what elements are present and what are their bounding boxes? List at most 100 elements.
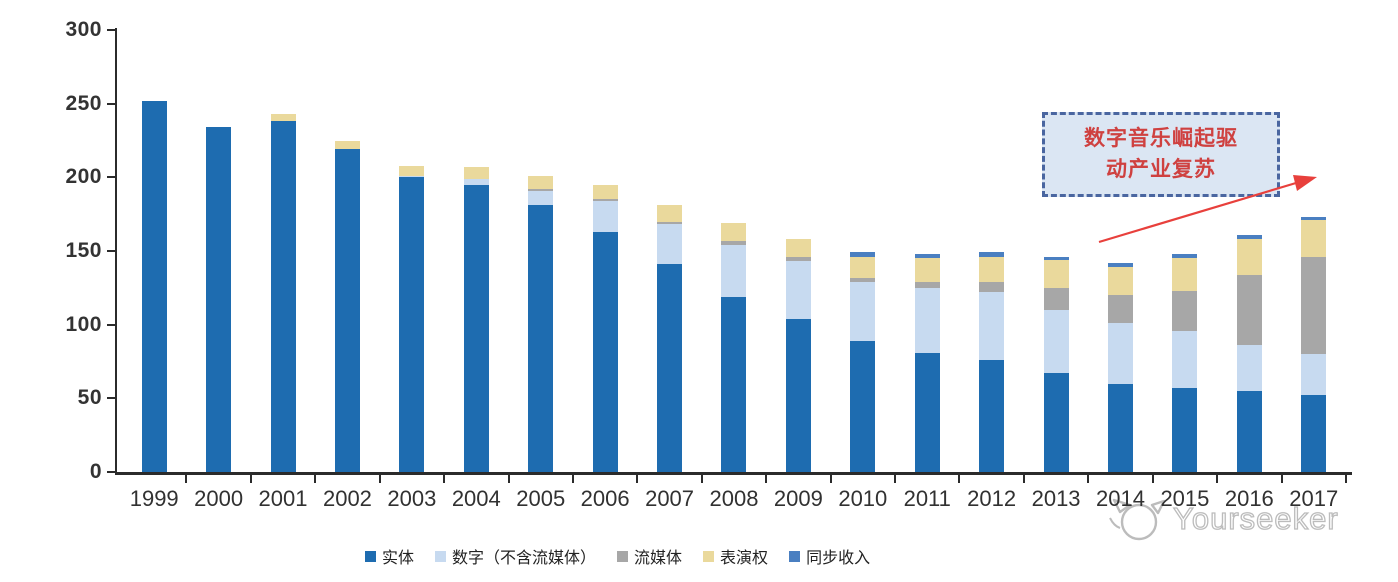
bar-segment-2009 bbox=[785, 261, 811, 319]
y-axis-label: 300 bbox=[65, 18, 102, 41]
y-axis-label: 100 bbox=[65, 312, 102, 336]
legend-label: 数字（不含流媒体） bbox=[452, 550, 597, 567]
x-axis-label: 2005 bbox=[516, 486, 566, 511]
legend-item: 表演权 bbox=[703, 544, 768, 568]
x-axis-label: 2001 bbox=[258, 486, 308, 511]
bar-segment-2015 bbox=[1172, 290, 1198, 331]
bar-segment-2003 bbox=[399, 177, 425, 472]
legend-swatch-icon bbox=[789, 550, 801, 562]
bar-segment-2002 bbox=[334, 140, 360, 150]
y-axis-label: 200 bbox=[65, 165, 102, 189]
bar-segment-2011 bbox=[914, 258, 940, 282]
x-axis-tick bbox=[378, 475, 381, 483]
legend: 实体 数字（不含流媒体） 流媒体 表演权 同步收入 bbox=[365, 544, 870, 568]
x-axis-tick bbox=[249, 475, 252, 483]
bar-segment-2010 bbox=[850, 340, 876, 472]
bar-segment-2017 bbox=[1301, 395, 1327, 472]
y-axis-tick bbox=[107, 323, 115, 326]
y-axis-tick bbox=[107, 397, 115, 400]
x-axis-label: 2007 bbox=[645, 486, 695, 511]
x-axis-label: 2017 bbox=[1289, 486, 1339, 511]
x-axis-tick bbox=[1280, 475, 1283, 483]
x-axis-tick bbox=[1087, 475, 1090, 483]
bar-segment-2006 bbox=[592, 200, 618, 232]
legend-swatch-icon bbox=[365, 550, 376, 562]
x-axis-label: 1999 bbox=[129, 486, 179, 511]
bar-segment-2017 bbox=[1301, 354, 1327, 396]
x-axis-label: 2012 bbox=[967, 486, 1017, 511]
bar-segment-2001 bbox=[270, 121, 296, 472]
bar-segment-2014 bbox=[1108, 262, 1133, 268]
bar-segment-2016 bbox=[1236, 239, 1262, 275]
x-axis-line bbox=[115, 472, 1352, 475]
x-axis-label: 2014 bbox=[1096, 486, 1145, 511]
bar-segment-2014 bbox=[1108, 323, 1133, 384]
x-axis-label: 2013 bbox=[1031, 486, 1081, 511]
bar-segment-2015 bbox=[1172, 258, 1198, 291]
legend-label: 表演权 bbox=[720, 550, 769, 567]
bar-segment-2012 bbox=[979, 281, 1005, 293]
y-axis-tick bbox=[107, 29, 115, 31]
bar-segment-2003 bbox=[399, 165, 425, 176]
legend-item: 流媒体 bbox=[617, 544, 682, 568]
bar-segment-2012 bbox=[979, 360, 1005, 472]
bar-segment-2005 bbox=[528, 189, 554, 191]
bar-segment-2000 bbox=[206, 127, 232, 472]
x-axis-label: 2004 bbox=[451, 486, 501, 511]
bar-segment-2012 bbox=[979, 252, 1005, 257]
bar-segment-2015 bbox=[1172, 330, 1198, 388]
x-axis-label: 2016 bbox=[1224, 486, 1274, 511]
watermark: Yourseeker bbox=[1106, 496, 1339, 542]
bar-segment-2005 bbox=[528, 190, 554, 206]
bar-segment-2007 bbox=[657, 224, 683, 265]
bar-segment-2004 bbox=[463, 184, 489, 472]
bar-segment-2008 bbox=[721, 223, 747, 241]
legend-swatch-icon bbox=[435, 550, 447, 562]
bar-segment-2007 bbox=[657, 221, 683, 225]
legend-swatch-icon bbox=[703, 550, 715, 562]
x-axis-label: 2000 bbox=[194, 486, 244, 511]
y-axis-tick bbox=[107, 250, 115, 252]
y-axis-tick bbox=[107, 471, 115, 473]
legend-swatch-icon bbox=[617, 550, 629, 562]
bar-segment-2016 bbox=[1236, 234, 1262, 240]
bar-segment-2016 bbox=[1236, 345, 1262, 391]
x-axis-tick bbox=[571, 475, 574, 483]
bar-segment-2015 bbox=[1172, 388, 1198, 472]
bar-segment-2016 bbox=[1236, 274, 1262, 346]
bar-segment-2011 bbox=[914, 281, 940, 288]
annotation-line-1: 数字音乐崛起驱 bbox=[1084, 127, 1238, 151]
y-axis-tick bbox=[107, 176, 115, 179]
bar-segment-2017 bbox=[1301, 217, 1327, 221]
x-axis-tick bbox=[1151, 475, 1154, 483]
bar-segment-2012 bbox=[979, 292, 1005, 361]
x-axis-tick bbox=[507, 475, 510, 483]
x-axis-label: 2009 bbox=[773, 486, 823, 511]
x-axis-label: 2008 bbox=[709, 486, 759, 511]
x-axis-tick bbox=[958, 475, 961, 483]
bar-segment-2006 bbox=[592, 199, 618, 201]
bar-segment-2008 bbox=[721, 296, 747, 472]
y-axis-line bbox=[115, 28, 117, 475]
bar-segment-2017 bbox=[1301, 220, 1327, 257]
bar-segment-2005 bbox=[528, 205, 554, 472]
annotation-line-2: 动产业复苏 bbox=[1106, 157, 1216, 181]
bar-segment-2013 bbox=[1043, 373, 1069, 472]
legend-item: 实体 bbox=[365, 544, 414, 568]
bar-segment-2014 bbox=[1108, 383, 1133, 472]
x-axis-tick bbox=[185, 475, 188, 483]
bar-segment-2011 bbox=[914, 352, 940, 472]
x-axis-label: 2011 bbox=[903, 486, 951, 511]
bar-segment-2011 bbox=[914, 253, 940, 259]
bar-segment-2008 bbox=[721, 245, 747, 297]
bar-segment-2012 bbox=[979, 256, 1005, 282]
bar-segment-2016 bbox=[1236, 390, 1262, 472]
bar-segment-2009 bbox=[785, 256, 811, 262]
legend-item: 同步收入 bbox=[789, 544, 870, 568]
x-axis-tick bbox=[636, 475, 639, 483]
bar-segment-2006 bbox=[592, 231, 618, 472]
bar-segment-2013 bbox=[1043, 259, 1069, 288]
x-axis-tick bbox=[314, 475, 317, 483]
x-axis-tick bbox=[1216, 475, 1219, 483]
